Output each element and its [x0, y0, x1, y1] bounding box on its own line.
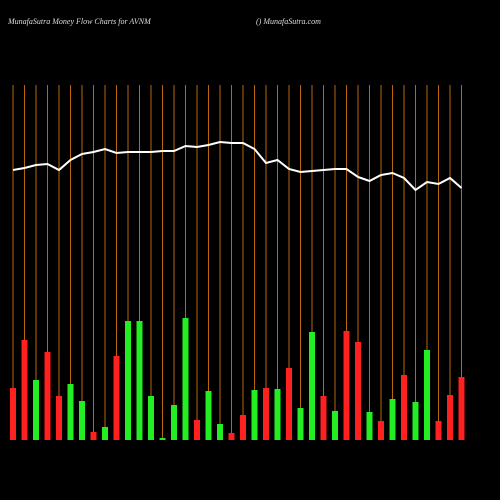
- bar: [67, 384, 74, 440]
- bar: [44, 352, 51, 440]
- bar: [10, 388, 16, 440]
- bar: [21, 340, 28, 440]
- bar: [194, 420, 200, 440]
- bar: [378, 421, 384, 440]
- bar: [90, 432, 97, 440]
- bar: [424, 350, 430, 440]
- bar: [251, 390, 258, 440]
- bar: [366, 412, 373, 440]
- bar: [228, 433, 235, 440]
- bar: [240, 415, 246, 440]
- bar: [205, 391, 212, 440]
- bar: [102, 427, 108, 440]
- bar: [447, 395, 453, 440]
- bar: [412, 402, 419, 440]
- bar: [274, 389, 281, 440]
- chart-subtitle: () MunafaSutra.com: [256, 17, 321, 26]
- bar: [458, 377, 465, 440]
- bar: [33, 380, 39, 440]
- bar: [309, 332, 315, 440]
- bar: [389, 399, 396, 440]
- bar: [182, 318, 189, 440]
- bar: [136, 321, 143, 440]
- bar: [159, 438, 166, 440]
- bar: [320, 396, 327, 440]
- chart-title: MunafaSutra Money Flow Charts for AVNM: [7, 17, 152, 26]
- bar: [355, 342, 361, 440]
- bar: [286, 368, 292, 440]
- bar: [171, 405, 177, 440]
- bar: [401, 375, 407, 440]
- bar: [217, 424, 223, 440]
- bar: [79, 401, 85, 440]
- bar: [297, 408, 304, 440]
- bar: [343, 331, 350, 440]
- bar: [263, 388, 269, 440]
- bar: [125, 321, 131, 440]
- bar: [148, 396, 154, 440]
- bar: [113, 356, 120, 440]
- money-flow-line: [12, 140, 463, 192]
- bar: [332, 411, 338, 440]
- bar: [435, 421, 442, 440]
- bar: [56, 396, 62, 440]
